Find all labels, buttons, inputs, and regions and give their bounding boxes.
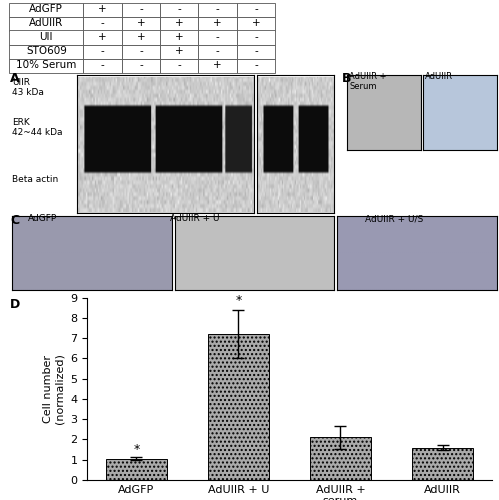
Text: D: D [10,298,20,310]
Text: *: * [235,294,242,306]
Bar [310,438,371,480]
Text: C: C [10,214,19,227]
Bar [412,448,473,480]
Text: AdUIIR: AdUIIR [425,72,453,81]
Text: AdGFP: AdGFP [28,214,57,223]
Y-axis label: Cell number
(normalized): Cell number (normalized) [43,354,65,424]
Text: AdUIIR + U: AdUIIR + U [170,214,220,223]
Text: A: A [10,72,19,85]
Text: UIIR
43 kDa: UIIR 43 kDa [12,78,44,97]
Text: Beta actin: Beta actin [12,176,59,184]
Text: AdUIIR +
Serum: AdUIIR + Serum [349,72,387,92]
Text: ERK
42~44 kDa: ERK 42~44 kDa [12,118,63,137]
Bar [106,458,167,480]
Text: *: * [133,443,139,456]
Text: AdUIIR + U/S: AdUIIR + U/S [365,214,423,223]
Bar [208,334,269,480]
Text: B: B [342,72,351,85]
